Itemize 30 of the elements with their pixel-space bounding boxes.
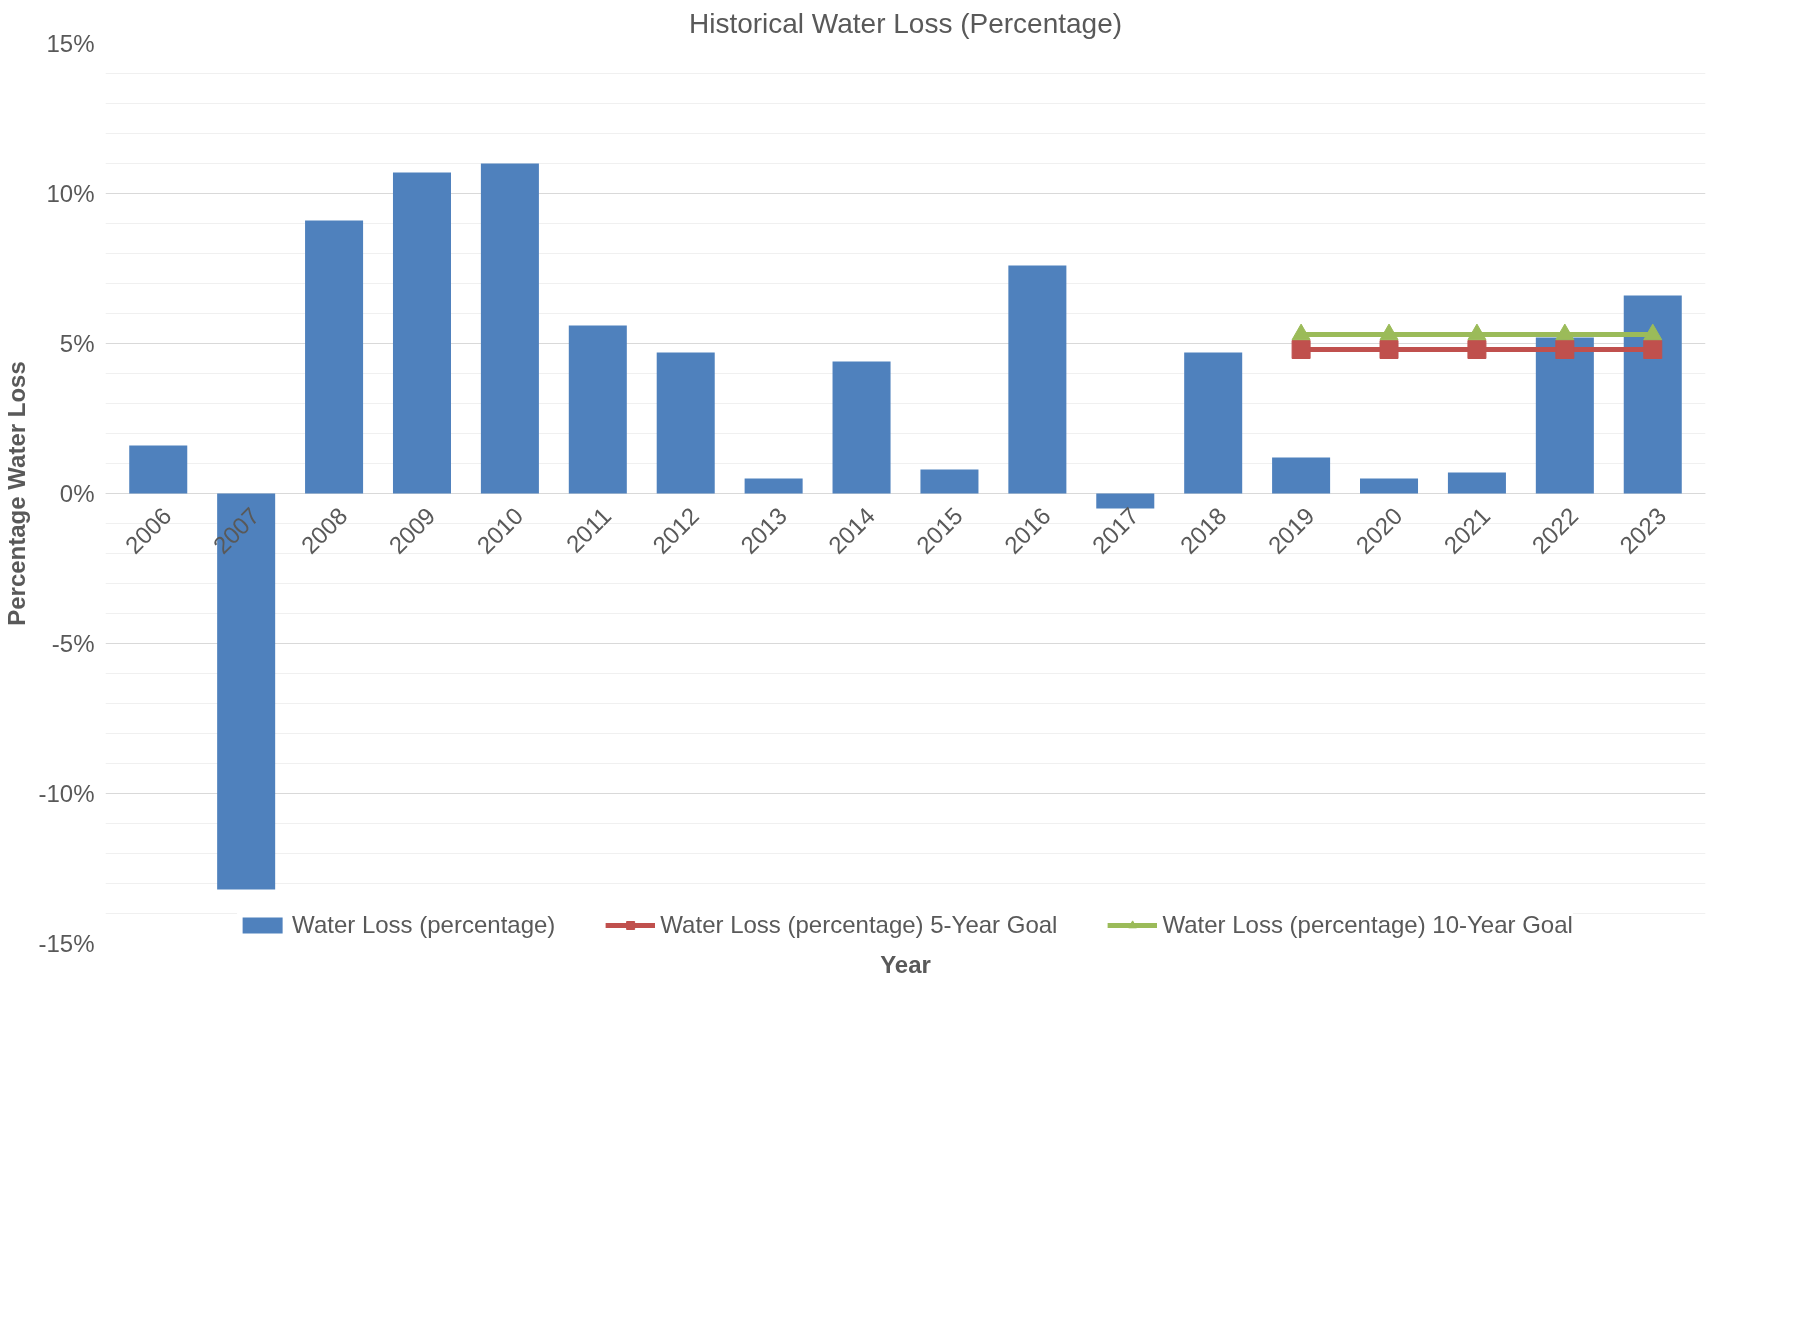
bar (920, 469, 979, 494)
bar (129, 445, 188, 494)
y-tick-label: -15% (38, 930, 95, 957)
y-tick-label: -10% (38, 780, 95, 807)
bar (832, 361, 891, 494)
bar (1184, 352, 1243, 494)
bar (392, 172, 451, 494)
legend-label: Water Loss (percentage) (292, 911, 556, 939)
y-tick-label: 5% (59, 330, 95, 357)
bar (1272, 457, 1331, 494)
bar (1535, 337, 1594, 494)
y-tick-label: 15% (46, 30, 95, 57)
legend-label: Water Loss (percentage) 5-Year Goal (660, 911, 1058, 939)
y-axis-title: Percentage Water Loss (3, 361, 31, 626)
x-axis-title: Year (880, 950, 931, 978)
y-tick-label: 10% (46, 180, 95, 207)
bar (1623, 295, 1682, 494)
y-tick-label: -5% (51, 630, 95, 657)
bar (1360, 478, 1419, 494)
bar (744, 478, 803, 494)
bar (480, 163, 539, 494)
bar (656, 352, 715, 494)
chart-title: Historical Water Loss (Percentage) (688, 7, 1123, 39)
bar (305, 220, 364, 494)
bar (568, 325, 627, 494)
legend-label: Water Loss (percentage) 10-Year Goal (1162, 911, 1573, 939)
y-tick-label: 0% (59, 480, 95, 507)
bar (1447, 472, 1506, 494)
bar (1096, 493, 1155, 509)
bar (1008, 265, 1067, 494)
